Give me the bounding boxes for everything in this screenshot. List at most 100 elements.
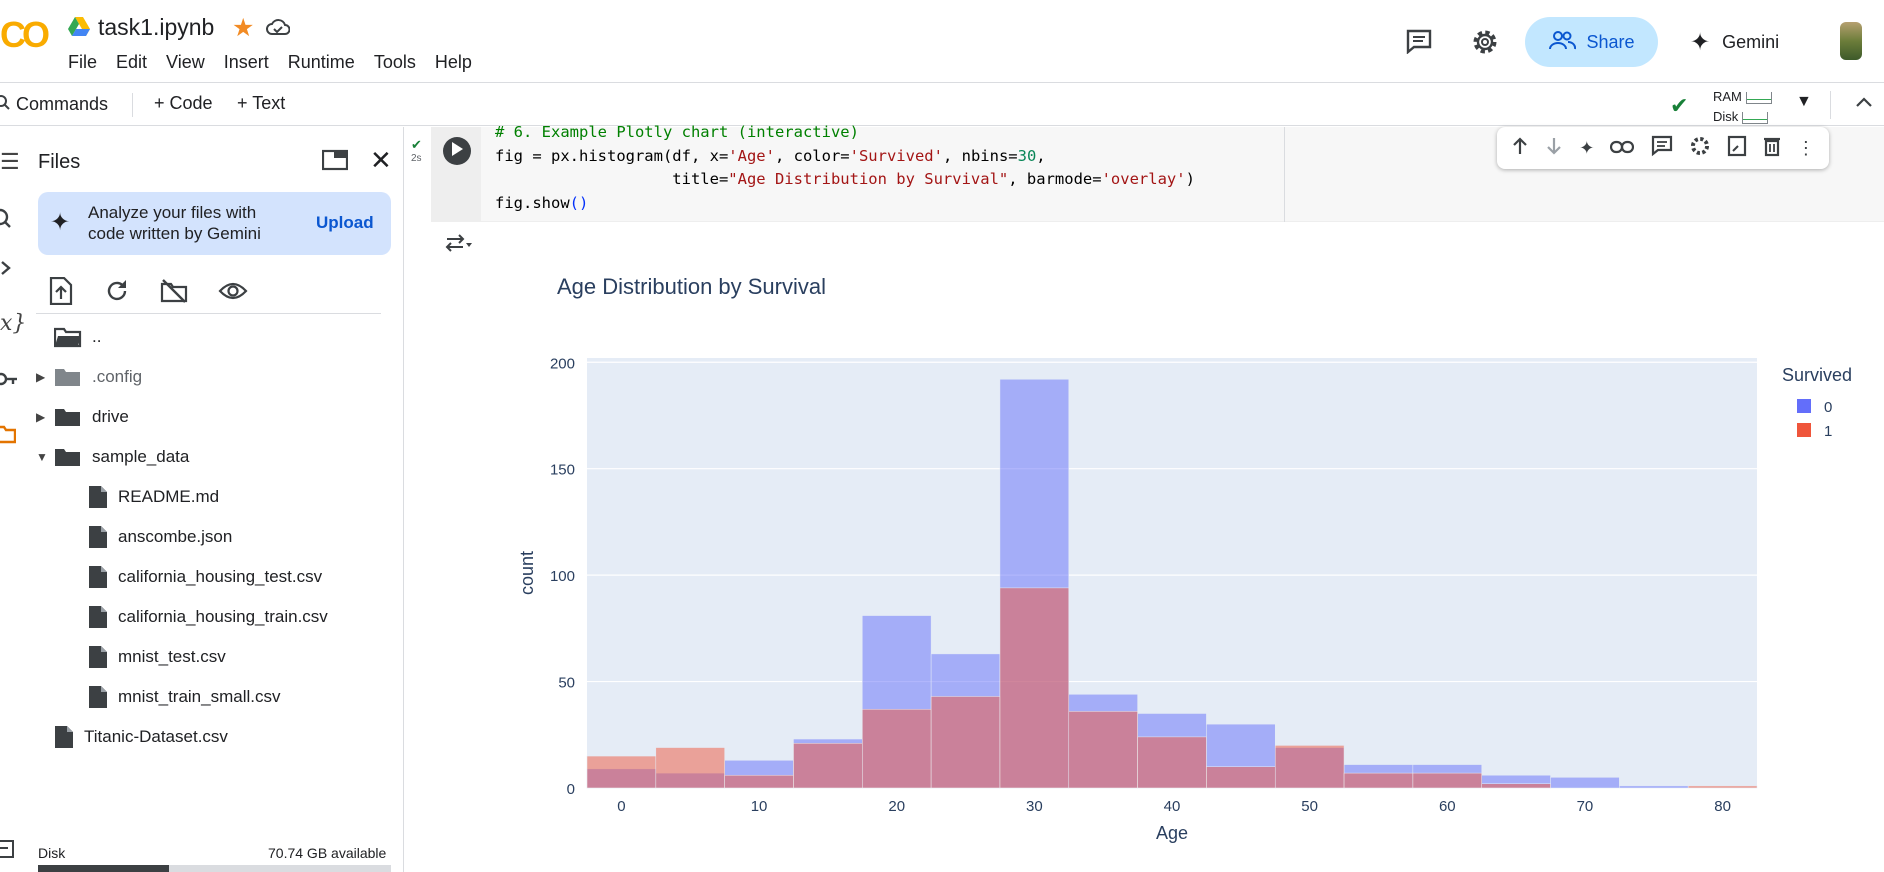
file-icon <box>88 645 108 669</box>
file-name: drive <box>92 407 129 426</box>
folder-item[interactable]: ▶ .config <box>36 357 142 397</box>
mirror-cell-icon[interactable] <box>1727 135 1747 162</box>
file-name: .. <box>92 327 102 346</box>
menu-tools[interactable]: Tools <box>373 52 416 72</box>
runtime-dropdown-icon[interactable]: ▼ <box>1796 93 1812 110</box>
secrets-key-icon[interactable] <box>0 367 18 397</box>
file-name: mnist_test.csv <box>118 647 226 666</box>
histogram-bar-survived-1 <box>724 774 794 789</box>
resource-monitor[interactable]: RAM Disk <box>1713 87 1772 127</box>
folder-item[interactable]: ▼ sample_data <box>36 437 189 477</box>
execution-time: 2s <box>411 153 422 164</box>
link-icon[interactable] <box>1610 138 1635 159</box>
file-item[interactable]: README.md <box>88 477 219 517</box>
y-tick-label: 0 <box>567 781 575 798</box>
folder-item[interactable]: ▶ drive <box>36 397 129 437</box>
file-item[interactable]: mnist_train_small.csv <box>88 677 281 717</box>
move-up-icon[interactable] <box>1511 136 1529 161</box>
caret-down-icon[interactable]: ▼ <box>36 450 48 464</box>
caret-right-icon[interactable]: ▶ <box>36 370 46 384</box>
share-label: Share <box>1586 31 1635 52</box>
folder-item[interactable]: .. <box>36 317 101 357</box>
code-cell[interactable]: # 6. Example Plotly chart (interactive) … <box>431 123 1884 222</box>
refresh-icon[interactable] <box>104 277 130 310</box>
toolbar-divider <box>132 93 133 117</box>
move-down-icon[interactable] <box>1545 136 1563 161</box>
legend-swatch[interactable] <box>1797 399 1811 413</box>
file-icon <box>88 565 108 589</box>
toolbar-divider <box>1830 91 1831 119</box>
star-icon[interactable]: ★ <box>232 14 255 42</box>
delete-trash-icon[interactable] <box>1763 135 1781 162</box>
code-editor[interactable]: # 6. Example Plotly chart (interactive) … <box>495 123 1195 212</box>
add-text-button[interactable]: + Text <box>237 93 286 113</box>
menu-help[interactable]: Help <box>434 52 472 72</box>
variables-icon[interactable]: 𝑥} <box>0 311 27 336</box>
google-drive-icon <box>68 17 90 42</box>
caret-right-icon[interactable]: ▶ <box>36 410 46 424</box>
file-icon <box>54 725 74 749</box>
x-axis-label: Age <box>1156 823 1188 843</box>
toc-menu-icon[interactable]: ☰ <box>0 149 20 174</box>
cell-settings-gear-icon[interactable] <box>1689 135 1711 162</box>
y-axis-label: count <box>517 551 537 595</box>
comment-icon[interactable] <box>1405 28 1433 59</box>
settings-gear-icon[interactable] <box>1471 28 1499 61</box>
legend-swatch[interactable] <box>1797 423 1811 437</box>
upload-file-icon[interactable] <box>48 276 74 310</box>
notebook-toolbar: Commands + Code + Text ✔ RAM Disk ▼ <box>0 82 1884 126</box>
gemini-button[interactable]: ✦ Gemini <box>1690 28 1779 57</box>
avatar[interactable] <box>1840 22 1862 60</box>
files-folder-icon[interactable] <box>0 423 17 451</box>
terminal-icon[interactable] <box>0 839 14 865</box>
folder-icon <box>54 446 82 468</box>
share-button[interactable]: Share <box>1525 17 1658 67</box>
file-item[interactable]: california_housing_test.csv <box>88 557 322 597</box>
code-snippets-icon[interactable] <box>0 257 14 285</box>
unmount-drive-icon[interactable] <box>160 277 188 310</box>
open-in-tab-icon[interactable] <box>321 149 349 176</box>
find-icon[interactable] <box>0 205 14 237</box>
cloud-saved-icon[interactable] <box>266 17 291 42</box>
divider <box>36 313 381 314</box>
gemini-sparkle-icon[interactable]: ✦ <box>1579 137 1595 158</box>
histogram-bar-survived-1 <box>655 747 725 789</box>
commands-button[interactable]: Commands <box>0 93 108 116</box>
file-icon <box>88 485 108 509</box>
ram-meter <box>1745 91 1772 104</box>
comment-icon[interactable] <box>1651 135 1673 162</box>
y-axis-ticks: 0 50 100 150 200 <box>550 355 575 798</box>
notebook-title[interactable]: task1.ipynb <box>98 14 215 40</box>
colab-logo[interactable]: CO <box>0 14 50 55</box>
file-name: mnist_train_small.csv <box>118 687 281 706</box>
close-icon[interactable]: ✕ <box>370 145 392 175</box>
y-tick-label: 200 <box>550 355 575 372</box>
disk-usage-label: Disk <box>38 845 66 861</box>
file-name: .config <box>92 367 143 386</box>
output-actions-icon[interactable] <box>445 233 473 260</box>
add-code-button[interactable]: + Code <box>154 93 213 113</box>
file-name: sample_data <box>92 447 190 466</box>
menu-file[interactable]: File <box>68 52 98 72</box>
file-item[interactable]: Titanic-Dataset.csv <box>36 717 228 757</box>
x-tick-label: 80 <box>1714 798 1731 815</box>
more-vert-icon[interactable]: ⋮ <box>1796 137 1815 158</box>
plotly-histogram[interactable]: Age Distribution by Survival 0 10 20 30 40 50… <box>505 263 1884 872</box>
menu-runtime[interactable]: Runtime <box>287 52 355 72</box>
histogram-bar-survived-1 <box>999 587 1070 789</box>
menu-edit[interactable]: Edit <box>116 52 148 72</box>
upload-button[interactable]: Upload <box>316 213 374 232</box>
histogram-bar-survived-1 <box>1687 785 1758 789</box>
file-item[interactable]: anscombe.json <box>88 517 232 557</box>
show-hidden-eye-icon[interactable] <box>218 277 248 310</box>
menu-view[interactable]: View <box>166 52 205 72</box>
x-tick-label: 50 <box>1301 798 1318 815</box>
chevron-up-icon[interactable] <box>1855 91 1873 114</box>
run-cell-button[interactable] <box>443 137 471 165</box>
histogram-bar-survived-1 <box>1274 745 1345 789</box>
menu-insert[interactable]: Insert <box>223 52 269 72</box>
file-item[interactable]: california_housing_train.csv <box>88 597 328 637</box>
file-item[interactable]: mnist_test.csv <box>88 637 226 677</box>
folder-icon <box>54 406 82 428</box>
disk-usage-bar <box>38 865 391 872</box>
